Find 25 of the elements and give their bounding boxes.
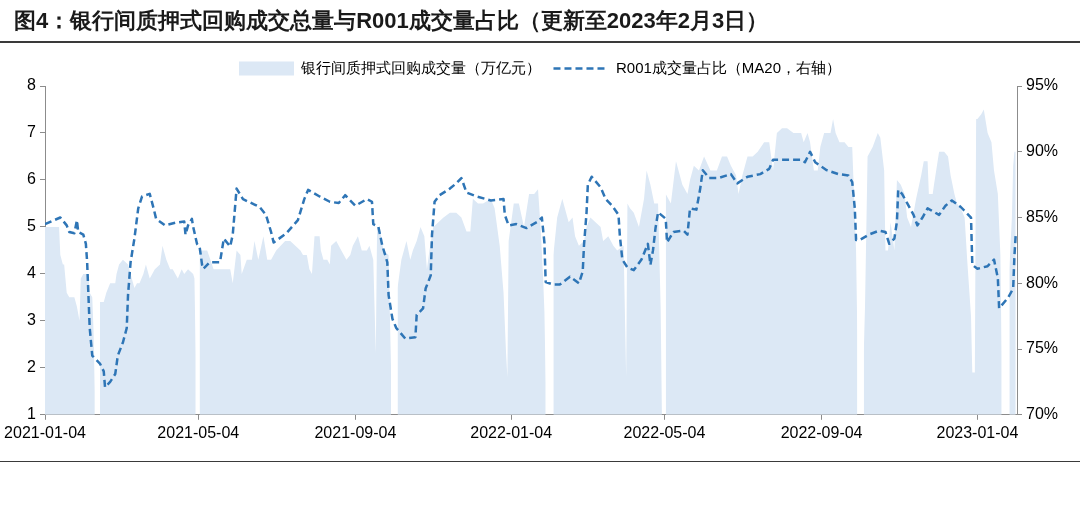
y2-tick-label: 85% [1026,207,1059,225]
y-tick-label: 1 [27,405,37,423]
x-tick-label: 2022-05-04 [623,423,706,441]
legend-label: 银行间质押式回购成交量（万亿元） [300,58,542,76]
x-tick-label: 2021-01-04 [4,423,87,441]
chart-title: 图4：银行间质押式回购成交总量与R001成交量占比（更新至2023年2月3日） [14,7,769,35]
legend-label: R001成交量占比（MA20，右轴） [615,58,842,76]
y-tick-label: 8 [27,76,37,94]
y2-tick-label: 90% [1026,142,1059,160]
x-tick-label: 2022-01-04 [470,423,553,441]
line-series [45,150,1017,389]
y2-tick-label: 95% [1026,76,1059,94]
x-tick-label: 2021-09-04 [314,423,397,441]
y-tick-label: 6 [27,170,37,188]
x-tick-label: 2023-01-04 [936,423,1019,441]
x-tick-label: 2021-05-04 [157,423,240,441]
y2-tick-label: 75% [1026,339,1059,357]
y-tick-label: 3 [27,311,37,329]
y-tick-label: 7 [27,123,37,141]
y-tick-label: 2 [27,358,37,376]
y2-tick-label: 70% [1026,405,1059,423]
x-tick-label: 2022-09-04 [780,423,863,441]
y-tick-label: 4 [27,264,37,282]
y2-tick-label: 80% [1026,273,1059,291]
y-tick-label: 5 [27,217,37,235]
